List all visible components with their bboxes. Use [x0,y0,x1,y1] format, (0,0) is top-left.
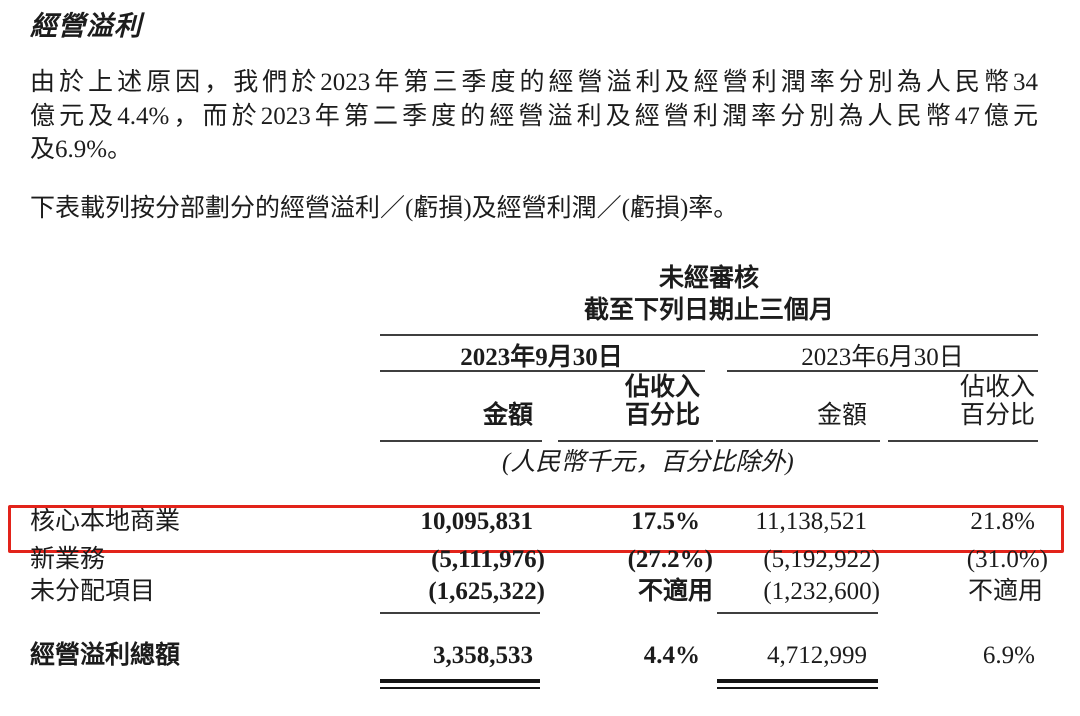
column-rule-pct-sep [558,440,713,442]
date-left-rule [380,370,705,372]
column-rule-pct-jun [888,440,1038,442]
column-header-row-2: 金額 百分比 金額 百分比 [30,400,1048,432]
column-rule-amount-jun [716,440,880,442]
cell-pct-jun: 6.9% [982,642,1035,669]
page-title: 經營溢利 [30,11,142,41]
cell-amount-jun: (1,232,600) [763,578,880,605]
table-header-period: 截至下列日期止三個月 [583,297,834,324]
paragraph-line: 由於上述原因，我們於2023年第三季度的經營溢利及經營利潤率分別為人民幣34 [30,69,1038,96]
cell-pct-sep: 不適用 [637,578,713,605]
cell-pct-sep: 17.5% [631,508,700,535]
subtotal-rule-sep [380,612,540,614]
column-header-pct-sep: 百分比 [624,402,700,429]
subtotal-rule-jun [717,612,878,614]
column-header-amount-jun: 金額 [816,402,867,429]
cell-pct-sep: 4.4% [643,642,700,669]
row-label: 未分配項目 [30,578,156,605]
cell-pct-sep: (27.2%) [627,546,713,573]
cell-pct-jun: 不適用 [967,578,1043,605]
column-header-row-1: 佔收入 佔收入 [30,372,1048,404]
cell-amount-jun: 11,138,521 [755,508,867,535]
total-double-rule-jun [717,687,878,689]
cell-amount-sep: 3,358,533 [433,642,533,669]
column-header-amount-sep: 金額 [482,402,533,429]
table-header-unaudited: 未經審核 [658,265,759,292]
paragraph-table-intro: 下表載列按分部劃分的經營溢利／(虧損)及經營利潤／(虧損)率。 [30,195,739,222]
column-header-spacer [30,400,378,432]
row-label: 新業務 [30,546,106,573]
total-double-rule-sep [380,687,540,689]
paragraph-operating-profit: 由於上述原因，我們於2023年第三季度的經營溢利及經營利潤率分別為人民幣34 億… [30,66,1038,167]
column-group-date-sep: 2023年9月30日 [460,344,623,371]
header-rule-full [380,334,1038,336]
cell-pct-jun: (31.0%) [966,546,1048,573]
paragraph-line: 及6.9%。 [30,136,133,163]
total-double-rule-sep [380,679,540,683]
row-label: 核心本地商業 [30,508,181,535]
date-right-rule [727,370,1038,372]
cell-pct-jun: 21.8% [970,508,1035,535]
row-label: 經營溢利總額 [30,642,181,669]
paragraph-line: 億元及4.4%，而於2023年第二季度的經營溢利及經營利潤率分別為人民幣47億元 [30,102,1038,130]
cell-amount-jun: 4,712,999 [767,642,867,669]
cell-amount-sep: 10,095,831 [420,508,534,535]
table-row-core-local-commerce: 核心本地商業 10,095,831 17.5% 11,138,521 21.8% [30,506,1048,538]
cell-amount-sep: (5,111,976) [431,546,545,573]
column-header-pct-jun: 百分比 [959,402,1035,429]
column-group-date-jun: 2023年6月30日 [801,344,964,371]
table-row-new-initiatives: 新業務 (5,111,976) (27.2%) (5,192,922) (31.… [30,544,1048,576]
cell-amount-jun: (5,192,922) [763,546,880,573]
total-double-rule-jun [717,679,878,683]
column-rule-amount-sep [380,440,542,442]
column-header-pct-revenue-jun: 佔收入 [959,374,1035,401]
cell-amount-sep: (1,625,322) [428,578,545,605]
table-row-total-operating-profit: 經營溢利總額 3,358,533 4.4% 4,712,999 6.9% [30,640,1048,672]
units-note: (人民幣千元，百分比除外) [502,449,794,476]
column-header-pct-revenue-sep: 佔收入 [624,374,700,401]
table-row-unallocated-items: 未分配項目 (1,625,322) 不適用 (1,232,600) 不適用 [30,576,1048,608]
